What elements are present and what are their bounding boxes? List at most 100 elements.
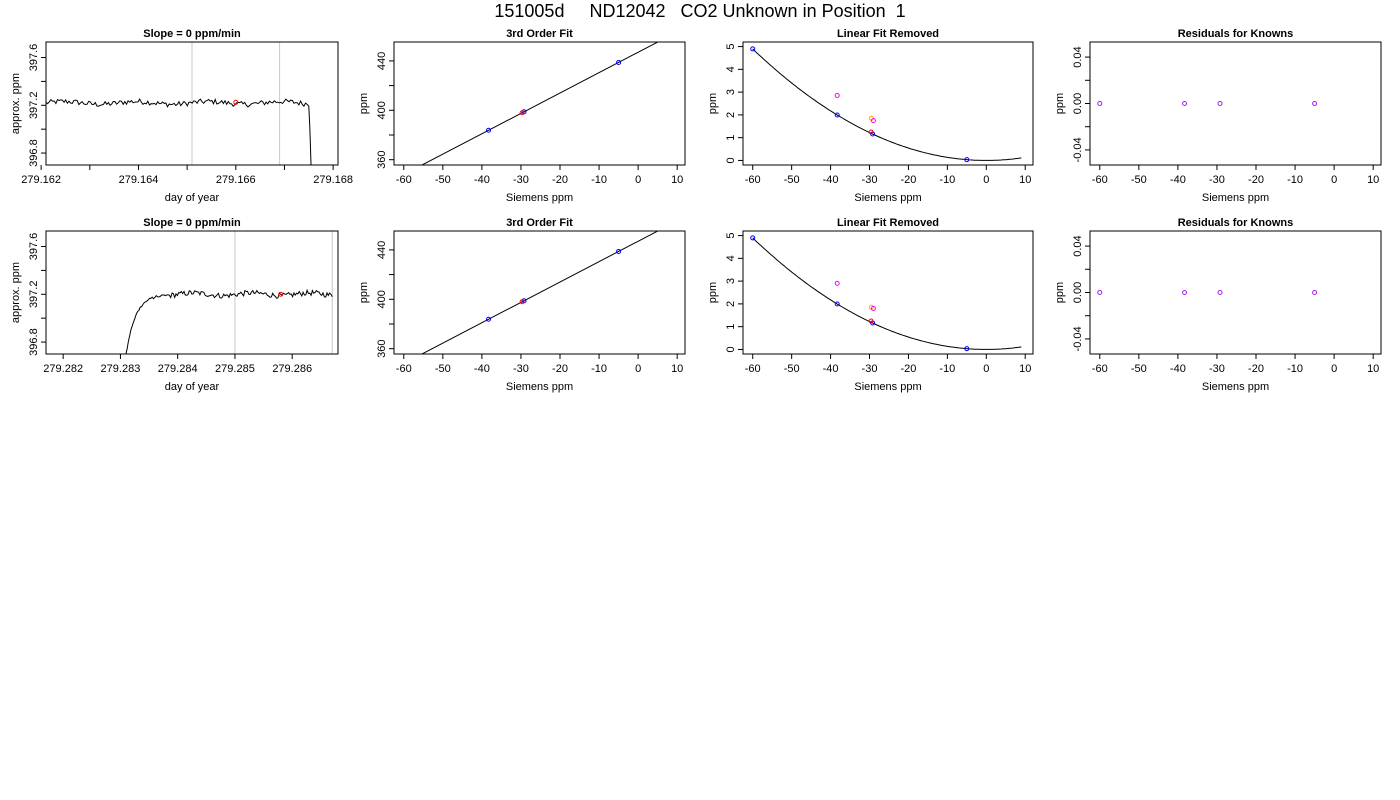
- x-tick-label: -50: [1131, 363, 1147, 375]
- plot-content: [125, 231, 333, 354]
- x-tick-label: 279.284: [158, 363, 198, 375]
- residual-point: [1097, 101, 1103, 106]
- known-point: [616, 59, 622, 65]
- x-axis-label: Siemens ppm: [854, 381, 921, 393]
- y-tick-label: 0.00: [1072, 93, 1084, 114]
- x-tick-label: -50: [1131, 174, 1147, 186]
- y-tick-label: 0: [725, 346, 737, 352]
- x-tick-label: 0: [983, 363, 989, 375]
- x-tick-label: -40: [1170, 174, 1186, 186]
- y-tick-label: 400: [376, 290, 388, 308]
- x-tick-label: -30: [1209, 174, 1225, 186]
- x-tick-label: -20: [1248, 363, 1264, 375]
- known-point: [750, 46, 756, 52]
- chart-title: 3rd Order Fit: [506, 28, 573, 40]
- series-trace: [125, 288, 333, 354]
- x-tick-label: 10: [1019, 363, 1031, 375]
- plot-content: [750, 46, 1022, 163]
- x-tick-label: -40: [823, 174, 839, 186]
- x-axis-label: day of year: [165, 192, 220, 204]
- chart-3: Linear Fit Removed -60 -50 -40 -30 -20 -10 0 10 0…: [707, 28, 1034, 204]
- x-tick-label: 279.286: [272, 363, 312, 375]
- known-point: [750, 235, 756, 241]
- quadratic-curve: [752, 48, 1022, 161]
- residual-point: [1217, 290, 1223, 295]
- y-tick-label: 3: [725, 278, 737, 284]
- x-tick-label: 10: [1367, 174, 1379, 186]
- y-tick-label: 396.8: [28, 328, 40, 356]
- known-point: [834, 301, 840, 307]
- quadratic-curve: [752, 237, 1022, 350]
- known-point: [616, 248, 622, 254]
- x-tick-label: -10: [1287, 174, 1303, 186]
- y-tick-label: 396.8: [28, 139, 40, 167]
- x-tick-label: -50: [784, 174, 800, 186]
- chart-title: Residuals for Knowns: [1178, 28, 1294, 40]
- y-axis-label: approx. ppm: [10, 73, 22, 134]
- x-tick-label: -20: [900, 363, 916, 375]
- x-tick-label: -10: [591, 174, 607, 186]
- plot-content: [46, 42, 312, 165]
- x-tick-label: 10: [671, 174, 683, 186]
- known-point: [486, 316, 492, 322]
- plot-frame: [45, 230, 339, 355]
- x-tick-label: -30: [862, 363, 878, 375]
- y-tick-label: 0.04: [1072, 235, 1084, 256]
- unknown-point: [868, 318, 874, 324]
- unknown-point: [868, 129, 874, 135]
- x-tick-label: -40: [474, 363, 490, 375]
- extra-point: [834, 280, 840, 286]
- residual-point: [1182, 101, 1188, 106]
- y-tick-label: 2: [725, 301, 737, 307]
- x-tick-label: -50: [784, 363, 800, 375]
- x-tick-label: -30: [513, 174, 529, 186]
- plot-content: [1097, 101, 1318, 106]
- y-tick-label: 397.2: [28, 92, 40, 120]
- x-tick-label: -20: [552, 174, 568, 186]
- chart-5: Slope = 0 ppm/min 279.282 279.283 279.284 27…: [10, 217, 339, 393]
- x-tick-label: -50: [435, 363, 451, 375]
- known-point: [964, 346, 970, 352]
- x-tick-label: 10: [1019, 174, 1031, 186]
- residual-point: [1182, 290, 1188, 295]
- chart-title: Slope = 0 ppm/min: [143, 28, 241, 40]
- y-tick-label: 397.6: [28, 233, 40, 261]
- x-tick-label: 279.282: [43, 363, 83, 375]
- x-axis-label: Siemens ppm: [1202, 381, 1269, 393]
- x-tick-label: -30: [862, 174, 878, 186]
- x-tick-label: -60: [396, 174, 412, 186]
- plot-frame: [1089, 41, 1382, 166]
- x-tick-label: 279.285: [215, 363, 255, 375]
- y-tick-label: 4: [725, 255, 737, 261]
- x-tick-label: 0: [1331, 363, 1337, 375]
- chart-8: Residuals for Knowns -60 -50 -40 -30 -20 -10 0 1…: [1054, 217, 1382, 393]
- plot-area: Slope = 0 ppm/min 279.162 279.164 279.166 27…: [10, 28, 353, 204]
- chart-1: Slope = 0 ppm/min 279.162 279.164 279.166 27…: [10, 28, 353, 204]
- x-tick-label: -40: [823, 363, 839, 375]
- chart-title: 3rd Order Fit: [506, 217, 573, 229]
- plot-frame: [742, 230, 1034, 355]
- residual-point: [1097, 290, 1103, 295]
- plot-frame: [1089, 230, 1382, 355]
- x-tick-label: -60: [396, 363, 412, 375]
- x-tick-label: -10: [591, 363, 607, 375]
- sample-marker: [278, 291, 284, 297]
- chart-title: Slope = 0 ppm/min: [143, 217, 241, 229]
- x-tick-label: 0: [983, 174, 989, 186]
- x-tick-label: -60: [745, 174, 761, 186]
- y-tick-label: 4: [725, 66, 737, 72]
- y-axis-label: ppm: [1054, 282, 1066, 303]
- plot-frame: [393, 230, 686, 355]
- x-tick-label: 279.166: [216, 174, 256, 186]
- x-tick-label: 279.283: [101, 363, 141, 375]
- known-point: [834, 112, 840, 118]
- unknown-point: [519, 110, 525, 116]
- y-tick-label: -0.04: [1072, 326, 1084, 351]
- y-axis-label: ppm: [358, 282, 370, 303]
- x-tick-label: 279.164: [119, 174, 159, 186]
- extra-point: [834, 93, 840, 99]
- residual-point: [1312, 101, 1318, 106]
- fit-line: [420, 231, 659, 354]
- fit-line: [420, 42, 659, 165]
- plot-area: 3rd Order Fit -60 -50 -40 -30 -20 -10 0 10 360 400…: [358, 28, 686, 204]
